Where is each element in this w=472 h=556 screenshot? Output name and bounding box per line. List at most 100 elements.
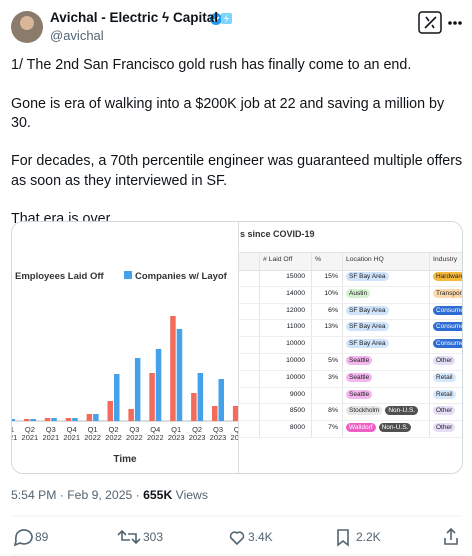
bar <box>155 349 162 421</box>
row-divider <box>239 386 462 388</box>
row-divider <box>239 403 462 405</box>
location-tag: Non-U.S. <box>385 406 419 416</box>
industry-tag: Consumer <box>433 305 462 315</box>
share-icon[interactable] <box>444 527 458 545</box>
industry-cell: Other <box>433 353 458 370</box>
laid-off-cell: 14000 <box>286 289 305 297</box>
industry-cell: Hardware <box>433 269 462 286</box>
location-tag: Walldorf <box>346 423 376 433</box>
location-cell: Austin <box>346 286 373 303</box>
bar <box>218 379 224 421</box>
percent-cell: 5% <box>328 357 338 364</box>
bar <box>65 418 72 421</box>
row-divider <box>239 437 462 438</box>
industry-cell: Other <box>433 403 458 420</box>
media[interactable]: Employees Laid Off Companies w/ Layof Tim… <box>11 221 463 474</box>
row-divider <box>239 420 462 422</box>
bar <box>114 374 120 421</box>
industry-tag: Other <box>433 356 456 365</box>
x-tick-label: Q1 2023 <box>167 425 185 442</box>
location-tag: Stockholm <box>346 406 383 416</box>
location-tag: Non-U.S. <box>378 423 412 433</box>
bar <box>51 418 57 421</box>
legend-label: Employees Laid Off <box>15 271 105 282</box>
industry-tag: Other <box>433 406 456 416</box>
industry-tag: Other <box>433 423 456 433</box>
bar <box>107 401 113 421</box>
row-divider <box>239 302 462 304</box>
laid-off-cell: 11000 <box>286 323 305 331</box>
row-divider <box>239 285 462 287</box>
views-label: Views <box>175 488 208 502</box>
chart-image: Employees Laid Off Companies w/ Layof Tim… <box>12 222 238 473</box>
x-tick-label: Q3 2021 <box>42 425 60 442</box>
retweet-icon[interactable] <box>117 529 141 545</box>
like-icon[interactable] <box>229 531 245 546</box>
tweet-paragraph: For decades, a 70th percentile engineer … <box>11 153 463 189</box>
laid-off-cell: 10000 <box>286 357 305 364</box>
bookmark-icon[interactable] <box>337 529 349 547</box>
row-divider <box>239 353 462 354</box>
x-tick-label: Q3 2023 <box>209 425 227 442</box>
industry-tag: Hardware <box>433 272 462 281</box>
location-cell: SF Bay Area <box>346 336 392 353</box>
location-cell: SF Bay Area <box>346 303 392 320</box>
location-cell: Stockholm Non-U.S. <box>346 403 421 420</box>
bar <box>23 419 30 421</box>
timestamp: 5:54 PM · Feb 9, 2025 · 655K Views <box>11 488 208 502</box>
x-tick-label: Q1 2022 <box>84 425 101 442</box>
laid-off-cell: 15000 <box>286 273 305 280</box>
bar <box>86 414 93 421</box>
views-count: 655K <box>143 488 173 502</box>
author-handle[interactable]: @avichal <box>50 28 104 43</box>
row-divider <box>239 336 462 338</box>
location-cell: Seattle <box>346 353 375 370</box>
x-tick-label: Q2 2021 <box>21 425 39 442</box>
time: 5:54 PM · Feb 9, 2025 <box>11 488 133 502</box>
location-tag: Seattle <box>346 356 373 365</box>
more-button[interactable] <box>448 21 462 25</box>
retweet-count[interactable]: 303 <box>143 530 164 544</box>
column-divider <box>311 252 312 437</box>
grok-button[interactable] <box>418 11 442 34</box>
percent-cell: 7% <box>328 424 338 432</box>
industry-tag: Consumer <box>433 322 462 332</box>
reply-count[interactable]: 89 <box>35 530 49 544</box>
percent-cell: 6% <box>328 306 338 314</box>
column-header: Location HQ <box>346 256 384 263</box>
author-name[interactable]: Avichal - Electric ϟ Capital <box>50 10 218 25</box>
x-axis-title: Time <box>113 454 137 465</box>
bar <box>232 406 238 421</box>
x-tick-label: Q2 2022 <box>105 425 122 442</box>
percent-cell: 15% <box>324 273 338 280</box>
bar <box>134 358 141 421</box>
location-tag: SF Bay Area <box>346 305 389 315</box>
column-divider <box>429 252 430 437</box>
column-divider <box>259 252 260 437</box>
legend-label: Companies w/ Layof <box>135 271 228 282</box>
bookmark-count[interactable]: 2.2K <box>356 530 381 544</box>
table-image: s since COVID-19 # Laid Off% Location HQ I… <box>238 222 462 473</box>
row-divider <box>239 319 462 321</box>
percent-cell: 10% <box>324 289 338 297</box>
laid-off-cell: 10000 <box>286 373 305 381</box>
location-tag: SF Bay Area <box>346 339 389 349</box>
x-tick-label: Q1 2021 <box>12 426 18 442</box>
industry-tag: Retail <box>433 389 456 399</box>
industry-cell: Retail <box>433 370 459 387</box>
like-count[interactable]: 3.4K <box>248 530 273 544</box>
location-tag: SF Bay Area <box>346 272 389 281</box>
percent-cell: 13% <box>324 323 338 331</box>
table-header-bg <box>239 252 462 271</box>
location-cell: SF Bay Area <box>346 269 392 286</box>
x-tick-label: Q4 2021 <box>63 425 81 442</box>
reply-icon[interactable] <box>13 529 33 547</box>
industry-cell: Retail <box>433 387 459 404</box>
laid-off-cell: 8500 <box>289 407 305 415</box>
industry-tag: Retail <box>433 372 456 382</box>
column-header: % <box>315 256 322 263</box>
chart: Employees Laid Off Companies w/ Layof <box>12 271 238 422</box>
industry-cell: Transportation <box>433 286 462 303</box>
